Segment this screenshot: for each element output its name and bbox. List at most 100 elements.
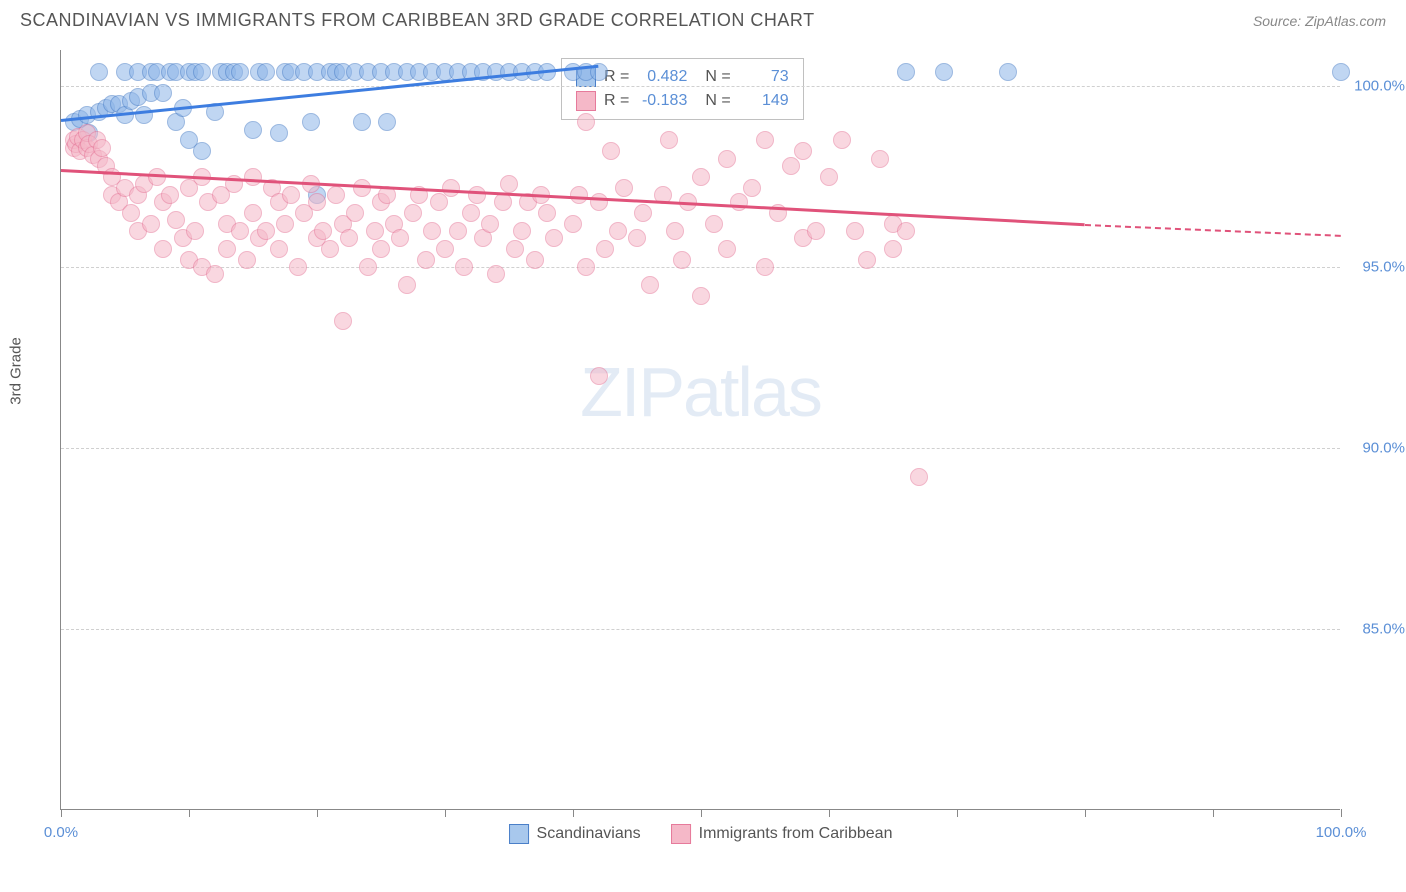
data-point [302,113,320,131]
y-tick-label: 85.0% [1362,621,1405,638]
gridline [61,448,1340,449]
data-point [244,168,262,186]
data-point [436,240,454,258]
swatch-pink-icon [671,824,691,844]
data-point [871,150,889,168]
data-point [186,222,204,240]
data-point [999,63,1017,81]
data-point [538,204,556,222]
x-tick [829,809,830,817]
data-point [513,222,531,240]
data-point [577,113,595,131]
data-point [257,63,275,81]
data-point [327,186,345,204]
data-point [756,258,774,276]
n-value-blue: 73 [739,68,789,86]
data-point [289,258,307,276]
swatch-pink-icon [576,91,596,111]
data-point [462,204,480,222]
data-point [609,222,627,240]
r-value-pink: -0.183 [637,92,687,110]
data-point [782,157,800,175]
data-point [858,251,876,269]
data-point [506,240,524,258]
data-point [897,63,915,81]
data-point [481,215,499,233]
data-point [308,193,326,211]
data-point [641,276,659,294]
gridline [61,629,1340,630]
data-point [206,265,224,283]
x-tick [1085,809,1086,817]
x-tick [189,809,190,817]
data-point [334,312,352,330]
data-point [193,142,211,160]
data-point [666,222,684,240]
data-point [276,215,294,233]
data-point [282,186,300,204]
x-tick [573,809,574,817]
data-point [449,222,467,240]
data-point [167,211,185,229]
legend-label: Scandinavians [537,825,641,843]
chart-title: SCANDINAVIAN VS IMMIGRANTS FROM CARIBBEA… [20,10,815,31]
n-label: N = [705,68,730,86]
y-tick-label: 100.0% [1354,78,1405,95]
data-point [154,240,172,258]
data-point [346,204,364,222]
data-point [161,186,179,204]
data-point [487,265,505,283]
data-point [122,204,140,222]
data-point [423,222,441,240]
x-tick [445,809,446,817]
y-axis-label: 3rd Grade [8,337,25,405]
data-point [90,63,108,81]
data-point [590,193,608,211]
gridline [61,86,1340,87]
x-tick [701,809,702,817]
data-point [935,63,953,81]
r-value-blue: 0.482 [637,68,687,86]
data-point [1332,63,1350,81]
data-point [93,139,111,157]
data-point [577,258,595,276]
chart-header: SCANDINAVIAN VS IMMIGRANTS FROM CARIBBEA… [0,0,1406,36]
data-point [564,215,582,233]
data-point [270,240,288,258]
data-point [705,215,723,233]
data-point [353,113,371,131]
data-point [570,186,588,204]
data-point [846,222,864,240]
data-point [404,204,422,222]
data-point [794,142,812,160]
swatch-blue-icon [509,824,529,844]
data-point [442,179,460,197]
data-point [359,258,377,276]
data-point [596,240,614,258]
legend-item-caribbean: Immigrants from Caribbean [671,824,893,844]
data-point [142,215,160,233]
data-point [366,222,384,240]
gridline [61,267,1340,268]
data-point [257,222,275,240]
x-tick [957,809,958,817]
y-tick-label: 95.0% [1362,259,1405,276]
data-point [270,124,288,142]
data-point [692,287,710,305]
stats-legend-row-pink: R = -0.183 N = 149 [576,89,789,113]
x-tick [317,809,318,817]
data-point [391,229,409,247]
data-point [340,229,358,247]
data-point [244,204,262,222]
data-point [193,63,211,81]
series-legend: Scandinavians Immigrants from Caribbean [509,824,893,844]
data-point [321,240,339,258]
data-point [884,240,902,258]
data-point [526,251,544,269]
n-value-pink: 149 [739,92,789,110]
watermark-zip: ZIP [580,353,683,431]
x-tick [61,809,62,817]
r-label: R = [604,92,629,110]
data-point [135,106,153,124]
trend-line-dashed [1085,224,1341,237]
